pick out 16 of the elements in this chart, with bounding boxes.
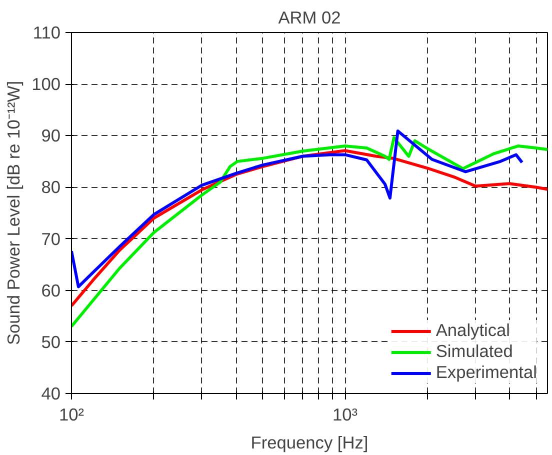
y-tick-label: 80 [41, 177, 61, 198]
legend-label: Simulated [436, 341, 513, 362]
y-tick-label: 70 [41, 228, 61, 249]
y-tick-label: 90 [41, 126, 61, 146]
legend-label: Experimental [436, 362, 537, 383]
y-tick-label: 50 [41, 332, 61, 352]
y-tick-label: 100 [32, 74, 61, 94]
y-tick-label: 110 [32, 22, 61, 42]
x-tick-label: 10² [58, 404, 84, 424]
x-tick-label: 10³ [332, 404, 358, 424]
y-tick-label: 60 [41, 280, 61, 300]
legend-label: Analytical [436, 320, 510, 341]
x-axis-title: Frequency [Hz] [250, 432, 368, 452]
chart-title: ARM 02 [278, 8, 341, 28]
y-axis-title: Sound Power Level [dB re 10⁻¹²W] [4, 80, 24, 346]
y-tick-label: 40 [41, 384, 61, 404]
